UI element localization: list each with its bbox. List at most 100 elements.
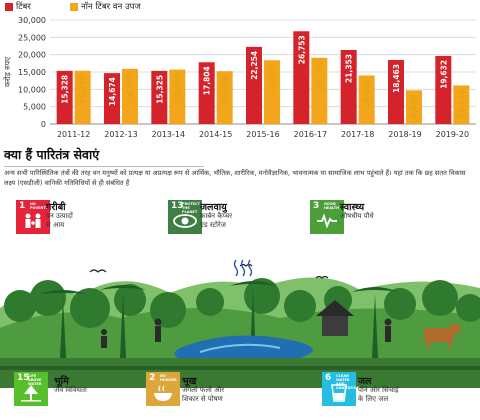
bar-timber: [246, 46, 262, 124]
bar-timber: [56, 70, 73, 124]
data-label: 15,240: [221, 75, 230, 104]
sdg-number: 3: [313, 201, 320, 211]
sdg-title: जल: [358, 376, 372, 387]
x-tick-label: 2012-13: [104, 130, 137, 139]
sdg-card-1: 1 NO POVERTY: [16, 200, 50, 234]
x-tick-label: 2016-17: [294, 130, 327, 139]
bar-timber: [435, 55, 452, 125]
ground-shadow: [0, 366, 480, 370]
data-label: 18,373: [268, 64, 277, 93]
sdg-number: 15: [17, 373, 30, 383]
legend-label-non-timber: नॉन टिंबर वन उपज: [81, 2, 141, 12]
sdg-description-line: कार्बन कैप्चर: [200, 212, 233, 220]
sdg-number: 13: [171, 201, 184, 211]
vapour-icon: [233, 259, 253, 277]
legend-label-timber: टिंबर: [16, 2, 31, 12]
y-tick-label: 15,000: [18, 68, 46, 77]
x-tick-label: 2019-20: [436, 130, 469, 139]
sdg-description-line: जैव विविधता: [54, 386, 87, 394]
sdg-description-line: के लिए जल: [358, 395, 389, 403]
y-tick-label: 0: [41, 120, 46, 129]
sdg-number: 1: [19, 201, 26, 211]
chart-plot: करोड़ रुपए 0 5,000 10,000 15,000 20,000 25,000…: [3, 16, 476, 139]
sdg-description-line: औषधीय पौधे: [340, 212, 374, 220]
y-tick-label: 10,000: [18, 85, 46, 94]
sdg-description-line: जंगली फलों और: [182, 386, 225, 394]
data-label: 15,328: [61, 75, 70, 104]
forest-illustration: [0, 259, 480, 388]
sdg-title: भूख: [182, 376, 197, 387]
sdg-description: जैव विविधता: [54, 386, 87, 395]
y-axis-label: करोड़ रुपए: [3, 56, 12, 87]
sdg-title: भूमि: [54, 376, 69, 387]
bar-non-timber: [74, 70, 91, 124]
bar-timber: [388, 59, 404, 124]
sdg-caption: GOOD HEALTH: [324, 202, 339, 210]
y-tick-label: 20,000: [18, 51, 46, 60]
sdg-number: 6: [325, 373, 332, 383]
revenue-bar-chart: टिंबर नॉन टिंबर वन उपज करोड़ रुपए 0 5,000 1…: [0, 0, 480, 142]
sdg-number: 2: [149, 373, 156, 383]
legend-swatch-non-timber: [70, 3, 78, 11]
bar-non-timber: [358, 75, 375, 124]
eye-globe-icon: [173, 214, 197, 228]
ground: [0, 358, 480, 388]
data-label: 15,325: [155, 75, 164, 104]
sdg-caption: PROTECT THE PLANET: [182, 202, 200, 214]
bar-non-timber: [216, 71, 233, 124]
bar-timber: [293, 31, 310, 124]
people-figures: [101, 318, 392, 348]
bar-non-timber: [453, 85, 470, 124]
river-ripple: [199, 343, 281, 353]
bar-non-timber: [264, 60, 280, 124]
sdg-card-2: 2 NO HUNGER: [146, 372, 180, 406]
bar-timber: [151, 70, 168, 124]
x-tick-label: 2014-15: [199, 130, 232, 139]
x-tick-label: 2011-12: [57, 130, 90, 139]
sdg-description-line: शिकार से पोषण: [182, 395, 223, 403]
sdg-card-13: 13 PROTECT THE PLANET: [168, 200, 202, 234]
data-label: 19,632: [439, 60, 448, 89]
bar-timber: [104, 73, 120, 124]
cow-icon: [424, 324, 460, 349]
x-tick-label: 2015-16: [246, 130, 279, 139]
sdg-description-line: पीने और सिंचाई: [358, 386, 399, 394]
data-label: 17,804: [203, 66, 212, 95]
sdg-title: जलवायु: [200, 202, 227, 213]
bar-non-timber: [406, 90, 422, 124]
data-label: 15,910: [126, 73, 135, 102]
data-label: 19,105: [315, 62, 324, 91]
tree-icon: [21, 385, 41, 402]
sdg-description-line: वन उत्पादों: [46, 212, 73, 220]
sdg-card-3: 3 GOOD HEALTH: [310, 200, 344, 234]
sdg-caption: CLEAN WATER AND SANITATION: [336, 374, 360, 390]
y-tick-label: 5,000: [23, 103, 46, 112]
data-label: 15,696: [173, 74, 182, 103]
data-label: 26,753: [297, 35, 306, 64]
sdg-description: कार्बन कैप्चर एंड स्टोरेज: [200, 212, 232, 230]
data-label: 13,988: [363, 80, 372, 109]
x-tick-label: 2018-19: [388, 130, 421, 139]
sdg-description: पीने और सिंचाई के लिए जल: [358, 386, 398, 404]
section-heading: क्या हैं पारितंत्र सेवाएं: [4, 147, 100, 162]
sdg-caption: NO POVERTY: [30, 202, 49, 210]
y-tick-label: 30,000: [18, 16, 46, 25]
sdg-card-15: 15 LIFE ABOVE WATER: [14, 372, 48, 406]
sdg-caption: NO HUNGER: [160, 374, 177, 382]
data-label: 22,254: [250, 51, 259, 80]
sdg-title: स्वास्थ्य: [340, 202, 365, 213]
section-intro: अन्य सभी पारिस्थितिक तंत्रों की तरह वन म…: [4, 169, 466, 187]
sdg-description: जंगली फलों और शिकार से पोषण: [182, 386, 224, 404]
data-label: 21,353: [345, 54, 354, 83]
sdg-caption: LIFE ABOVE WATER: [28, 374, 42, 386]
data-label: 15,378: [79, 75, 88, 104]
birds: [89, 263, 329, 279]
bar-non-timber: [169, 69, 186, 124]
bar-timber: [340, 49, 357, 124]
data-label: 9,693: [410, 94, 419, 118]
bowl-icon: [154, 385, 172, 401]
x-tick-label: 2013-14: [152, 130, 185, 139]
bar-non-timber: [311, 57, 328, 124]
y-tick-label: 25,000: [18, 33, 46, 42]
hut-icon: [316, 300, 354, 336]
